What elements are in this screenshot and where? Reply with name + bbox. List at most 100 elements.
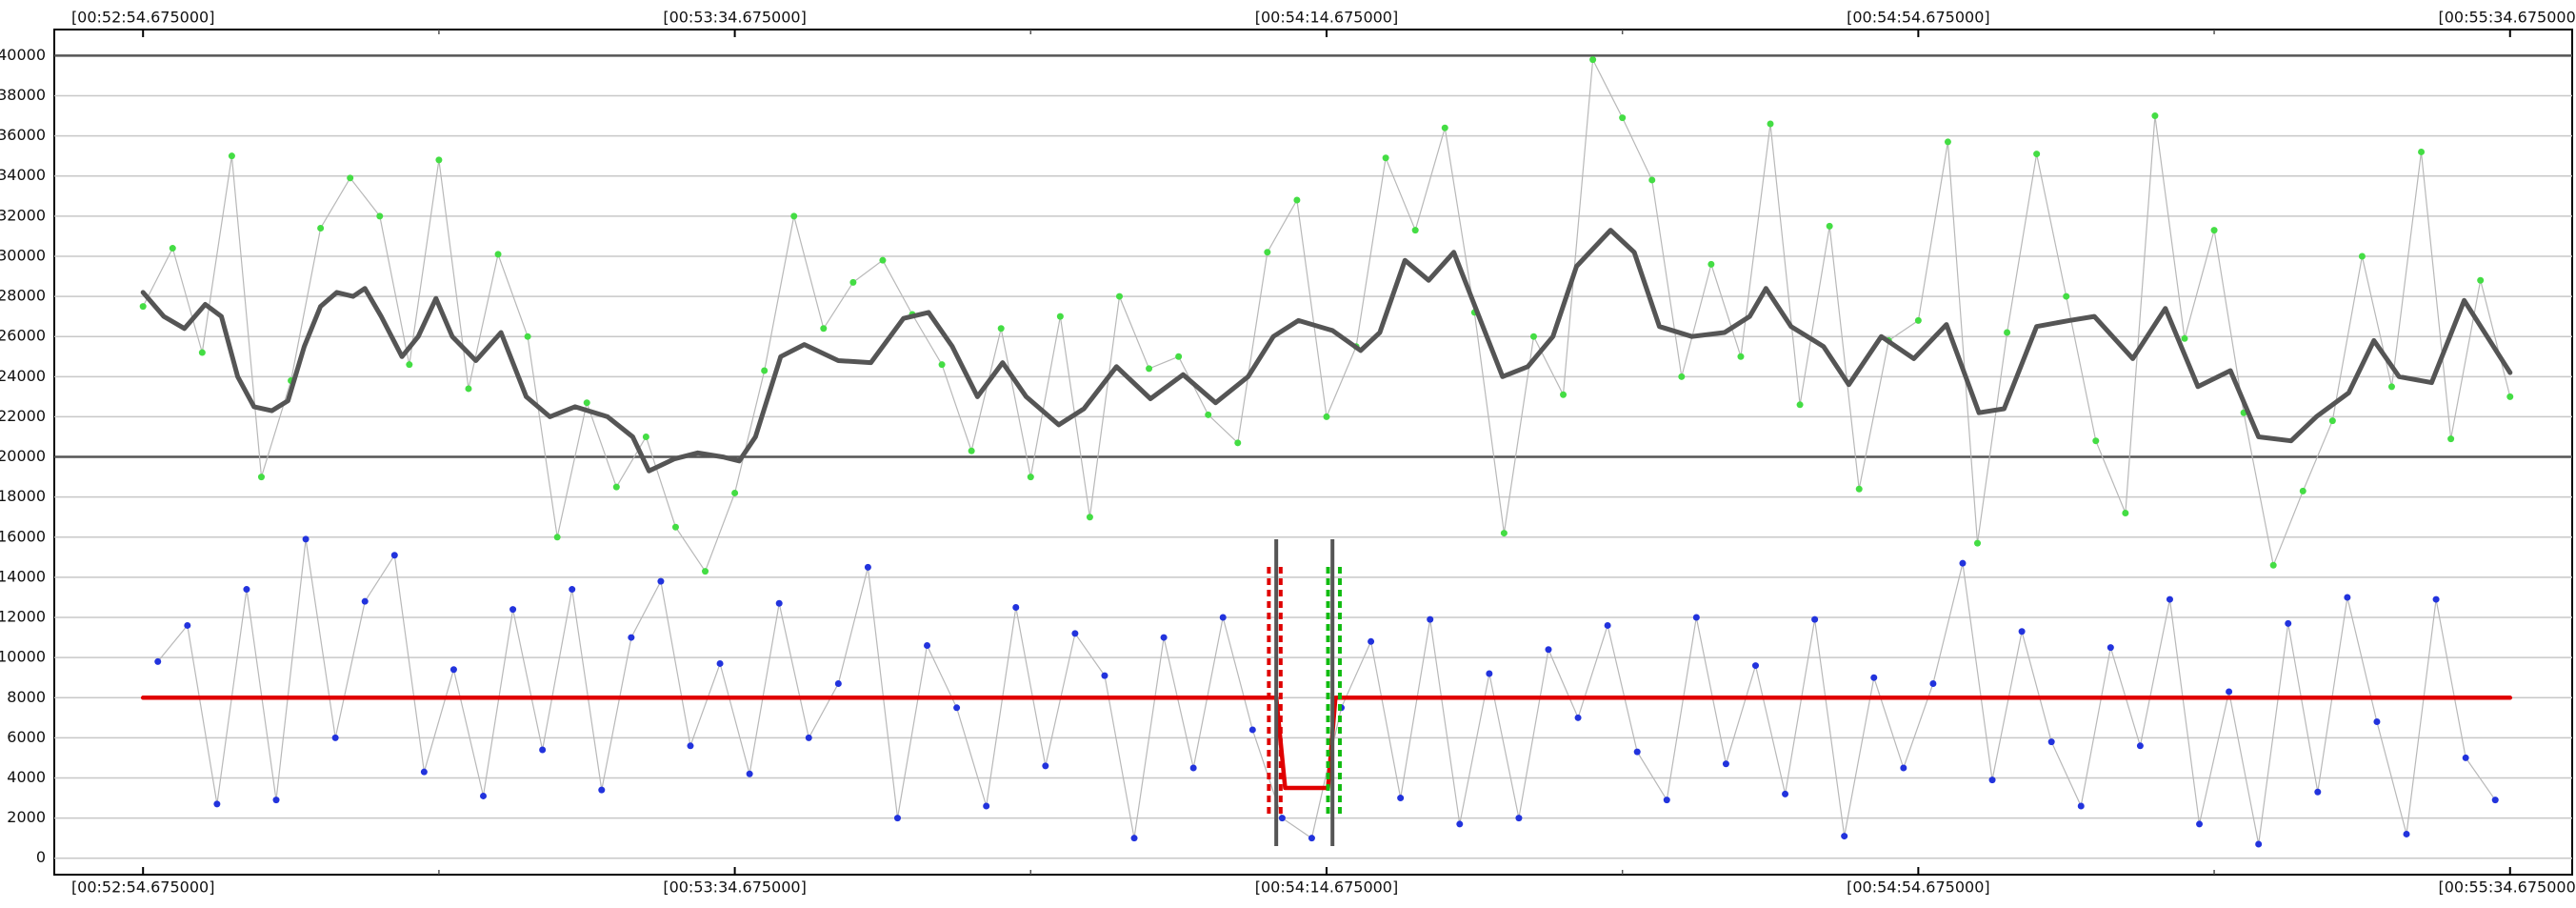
data-point: [820, 325, 828, 333]
data-point: [1589, 56, 1597, 64]
data-point: [302, 535, 310, 543]
data-point: [390, 552, 398, 559]
data-point: [1737, 353, 1745, 360]
x-tick-label-bottom: [00:52:54.675000]: [71, 878, 215, 897]
data-point: [1751, 662, 1759, 670]
data-point: [1870, 674, 1878, 681]
data-point: [2151, 112, 2159, 120]
data-point: [2506, 393, 2514, 400]
data-point: [1278, 815, 1286, 822]
data-point: [2255, 840, 2263, 848]
data-point: [257, 474, 265, 481]
data-point: [2403, 830, 2410, 837]
data-point: [1012, 603, 1020, 611]
plot-frame: [53, 29, 2573, 876]
y-tick-label: 38000: [0, 86, 46, 104]
data-point: [864, 563, 871, 571]
data-point: [347, 174, 354, 182]
data-point: [1663, 797, 1670, 804]
data-point: [2033, 151, 2041, 158]
data-point: [1826, 222, 1833, 230]
data-point: [1560, 391, 1568, 398]
data-point: [1959, 559, 1967, 567]
data-point: [139, 303, 147, 311]
data-point: [2063, 293, 2070, 300]
data-point: [1619, 114, 1627, 122]
data-point: [1796, 401, 1804, 409]
data-point: [938, 361, 946, 369]
data-point: [2447, 435, 2455, 443]
smoothed-line: [140, 228, 2513, 474]
x-tick-label-top: [00:52:54.675000]: [71, 9, 215, 27]
data-point: [1219, 614, 1227, 621]
data-point: [1382, 154, 1389, 162]
data-point: [1264, 249, 1271, 256]
data-point: [2462, 754, 2469, 761]
data-point: [2285, 619, 2292, 627]
data-point: [1189, 764, 1197, 772]
threshold-line: [140, 696, 2513, 791]
data-point: [775, 599, 783, 607]
data-point: [524, 333, 531, 340]
data-point: [671, 523, 679, 531]
y-tick-label: 4000: [7, 768, 46, 786]
data-point: [702, 568, 709, 575]
data-point: [805, 734, 812, 741]
data-point: [1411, 227, 1419, 234]
y-tick-label: 34000: [0, 166, 46, 184]
data-point: [1042, 762, 1049, 770]
data-point: [731, 489, 739, 496]
data-point: [2181, 334, 2188, 342]
y-tick-label: 30000: [0, 246, 46, 264]
data-point: [2269, 561, 2277, 569]
data-point: [1205, 411, 1212, 418]
data-point: [1175, 353, 1183, 360]
data-point: [2358, 252, 2366, 260]
data-point: [1944, 138, 1951, 146]
data-point: [1722, 760, 1729, 768]
data-point: [2122, 510, 2129, 517]
data-point: [1234, 439, 1242, 447]
data-point: [2418, 148, 2426, 155]
data-point: [1027, 474, 1034, 481]
data-point: [1323, 413, 1330, 420]
data-point: [761, 367, 769, 374]
data-point: [1500, 530, 1508, 537]
data-point: [2092, 437, 2100, 445]
data-point: [598, 786, 606, 794]
y-tick-label: 8000: [7, 688, 46, 706]
data-point: [642, 433, 649, 440]
data-point: [435, 156, 443, 164]
data-point: [1900, 764, 1907, 772]
data-point: [1648, 176, 1656, 184]
data-point: [1529, 333, 1537, 340]
data-point: [1678, 373, 1686, 380]
data-point: [2314, 788, 2322, 796]
y-tick-label: 32000: [0, 206, 46, 224]
data-point: [2387, 383, 2395, 391]
data-point: [2107, 644, 2114, 652]
data-point: [569, 586, 576, 594]
data-point: [1456, 820, 1464, 828]
data-point: [583, 399, 590, 407]
data-point: [997, 325, 1005, 333]
data-point: [2136, 742, 2144, 750]
data-point: [1308, 835, 1315, 842]
data-point: [272, 797, 280, 804]
data-point: [612, 483, 620, 491]
x-tick-label-top: [00:54:54.675000]: [1847, 9, 1990, 27]
data-point: [213, 800, 221, 808]
data-point: [924, 642, 931, 650]
data-point: [376, 212, 384, 220]
data-point: [1248, 726, 1256, 734]
data-point: [2477, 276, 2485, 284]
y-tick-label: 20000: [0, 447, 46, 465]
data-point: [1841, 833, 1848, 840]
data-point: [1115, 293, 1123, 300]
data-point: [1071, 630, 1079, 637]
data-point: [1988, 777, 1996, 784]
data-point: [1086, 514, 1093, 521]
x-tick-label-bottom: [00:53:34.675000]: [663, 878, 807, 897]
